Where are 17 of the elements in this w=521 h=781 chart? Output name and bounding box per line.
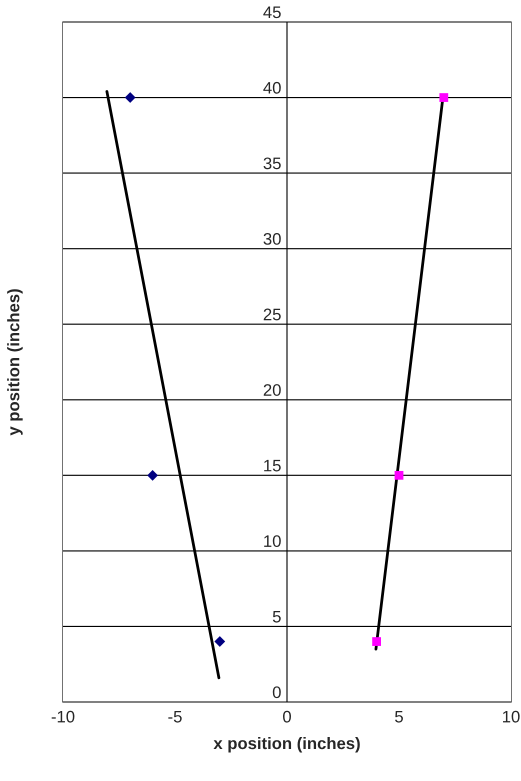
y-tick-label: 40 [263, 82, 281, 94]
y-axis-title: y position (inches) [7, 289, 23, 436]
x-tick-label: -5 [168, 710, 182, 723]
y-tick-label: 45 [263, 6, 281, 18]
x-tick-label: -10 [52, 710, 74, 723]
y-tick-label: 10 [264, 535, 281, 548]
x-tick-label: 0 [283, 710, 291, 723]
y-tick-label: 0 [272, 686, 281, 698]
x-tick-label: 10 [503, 710, 520, 723]
x-tick-label: 5 [395, 710, 403, 723]
y-tick-label: 30 [264, 233, 281, 245]
y-tick-label: 35 [264, 157, 281, 170]
x-axis-title: x position (inches) [214, 736, 360, 753]
y-tick-label: 15 [264, 460, 281, 472]
y-tick-label: 20 [264, 384, 281, 396]
y-tick-label: 5 [272, 610, 281, 623]
y-tick-label: 25 [264, 308, 281, 320]
